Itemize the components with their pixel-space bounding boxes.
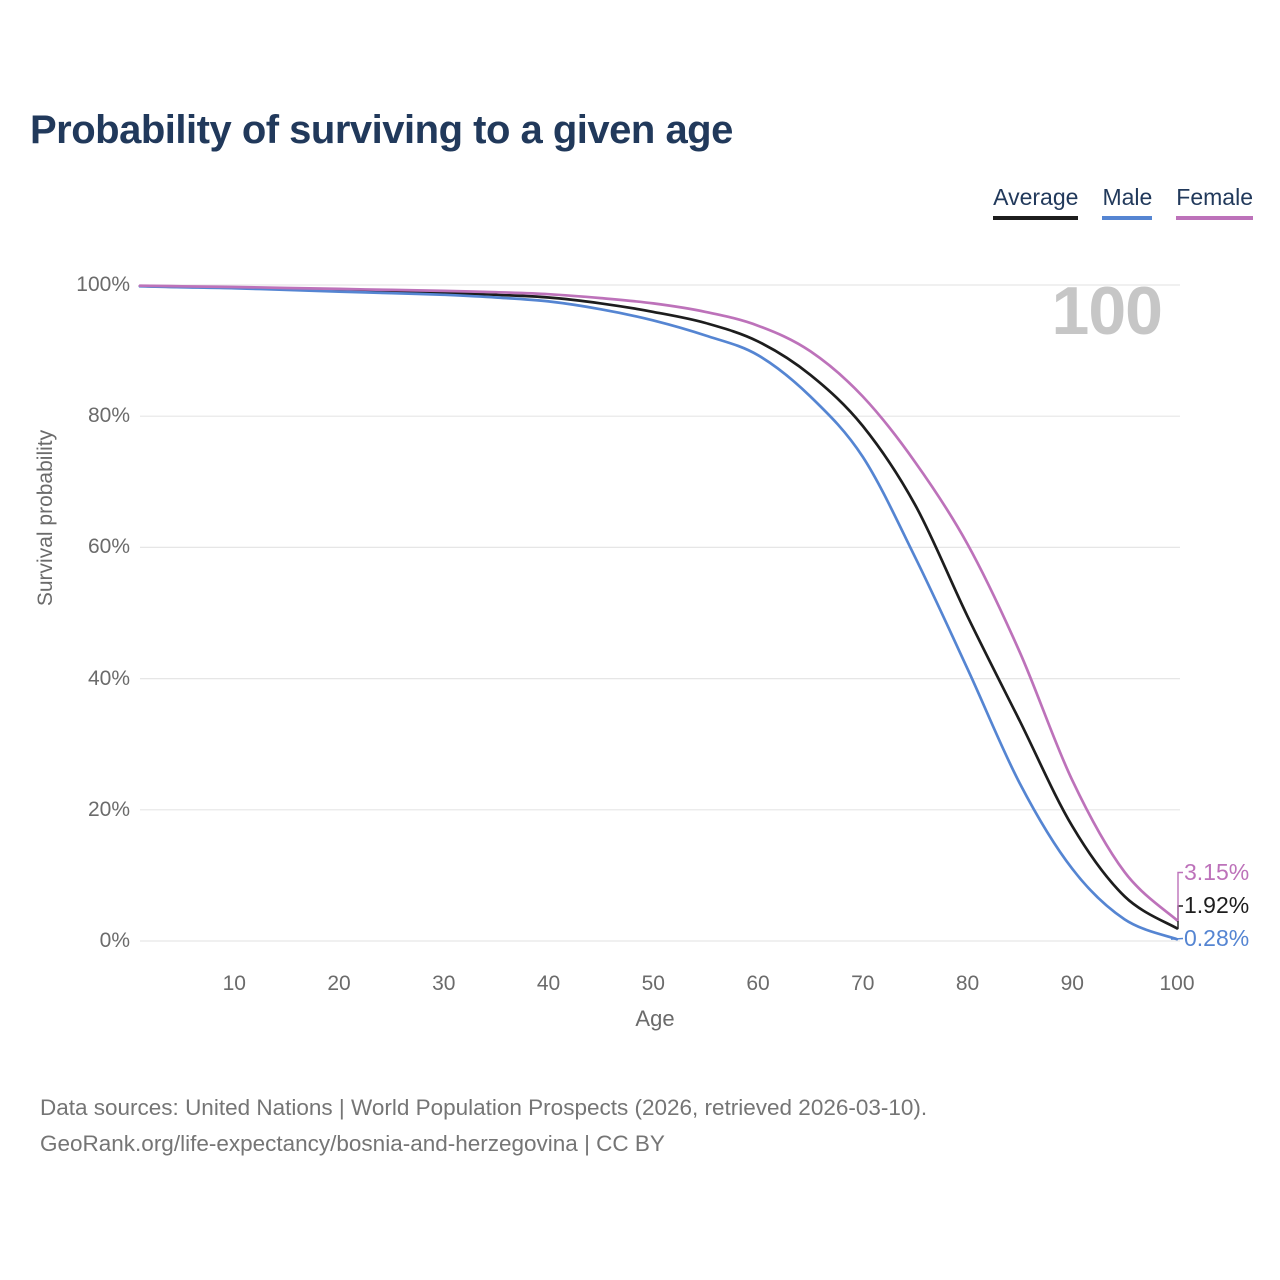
- watermark-age-100: 100: [1051, 273, 1163, 349]
- x-axis-title: Age: [635, 1006, 675, 1031]
- y-tick-label-100: 100%: [76, 273, 130, 296]
- y-tick-label-40: 40%: [87, 666, 130, 690]
- x-tick-label-40: 40: [536, 972, 561, 995]
- x-tick-label-90: 90: [1060, 972, 1084, 995]
- x-tick-label-100: 100: [1159, 972, 1195, 995]
- x-tick-label-20: 20: [327, 972, 351, 995]
- x-tick-label-10: 10: [222, 972, 246, 995]
- footer-data-sources: Data sources: United Nations | World Pop…: [40, 1095, 928, 1120]
- chart-title: Probability of surviving to a given age: [30, 108, 733, 152]
- x-tick-label-80: 80: [955, 972, 980, 995]
- end-value-label-female: 3.15%: [1184, 858, 1250, 885]
- y-axis-title: Survival probability: [34, 429, 57, 607]
- legend-item-male[interactable]: Male: [1102, 184, 1153, 220]
- footer: Data sources: United Nations | World Pop…: [40, 1090, 927, 1162]
- x-tick-label-50: 50: [641, 972, 665, 995]
- footer-attribution: GeoRank.org/life-expectancy/bosnia-and-h…: [40, 1131, 665, 1156]
- end-value-label-average: 1.92%: [1184, 892, 1250, 918]
- curve-male: [138, 284, 1179, 941]
- y-tick-label-60: 60%: [87, 535, 130, 559]
- x-tick-label-70: 70: [851, 972, 875, 995]
- x-tick-label-60: 60: [746, 972, 770, 995]
- end-label-connector-female: [1176, 871, 1183, 921]
- legend-item-average[interactable]: Average: [993, 184, 1079, 220]
- series-curves: [138, 284, 1179, 941]
- end-label-connector-male: [1170, 937, 1184, 940]
- y-tick-label-0: 0%: [99, 929, 130, 952]
- x-tick-label-30: 30: [432, 972, 456, 995]
- y-tick-label-80: 80%: [87, 404, 130, 428]
- y-tick-label-20: 20%: [87, 797, 130, 821]
- end-label-connectors: [1170, 871, 1184, 940]
- legend: Average Male Female: [993, 184, 1253, 220]
- curve-female: [138, 284, 1179, 922]
- gridlines: [140, 284, 1180, 942]
- end-value-label-male: 0.28%: [1184, 924, 1250, 951]
- curve-average: [138, 284, 1179, 930]
- end-label-connector-average: [1176, 905, 1183, 930]
- legend-item-female[interactable]: Female: [1176, 184, 1253, 220]
